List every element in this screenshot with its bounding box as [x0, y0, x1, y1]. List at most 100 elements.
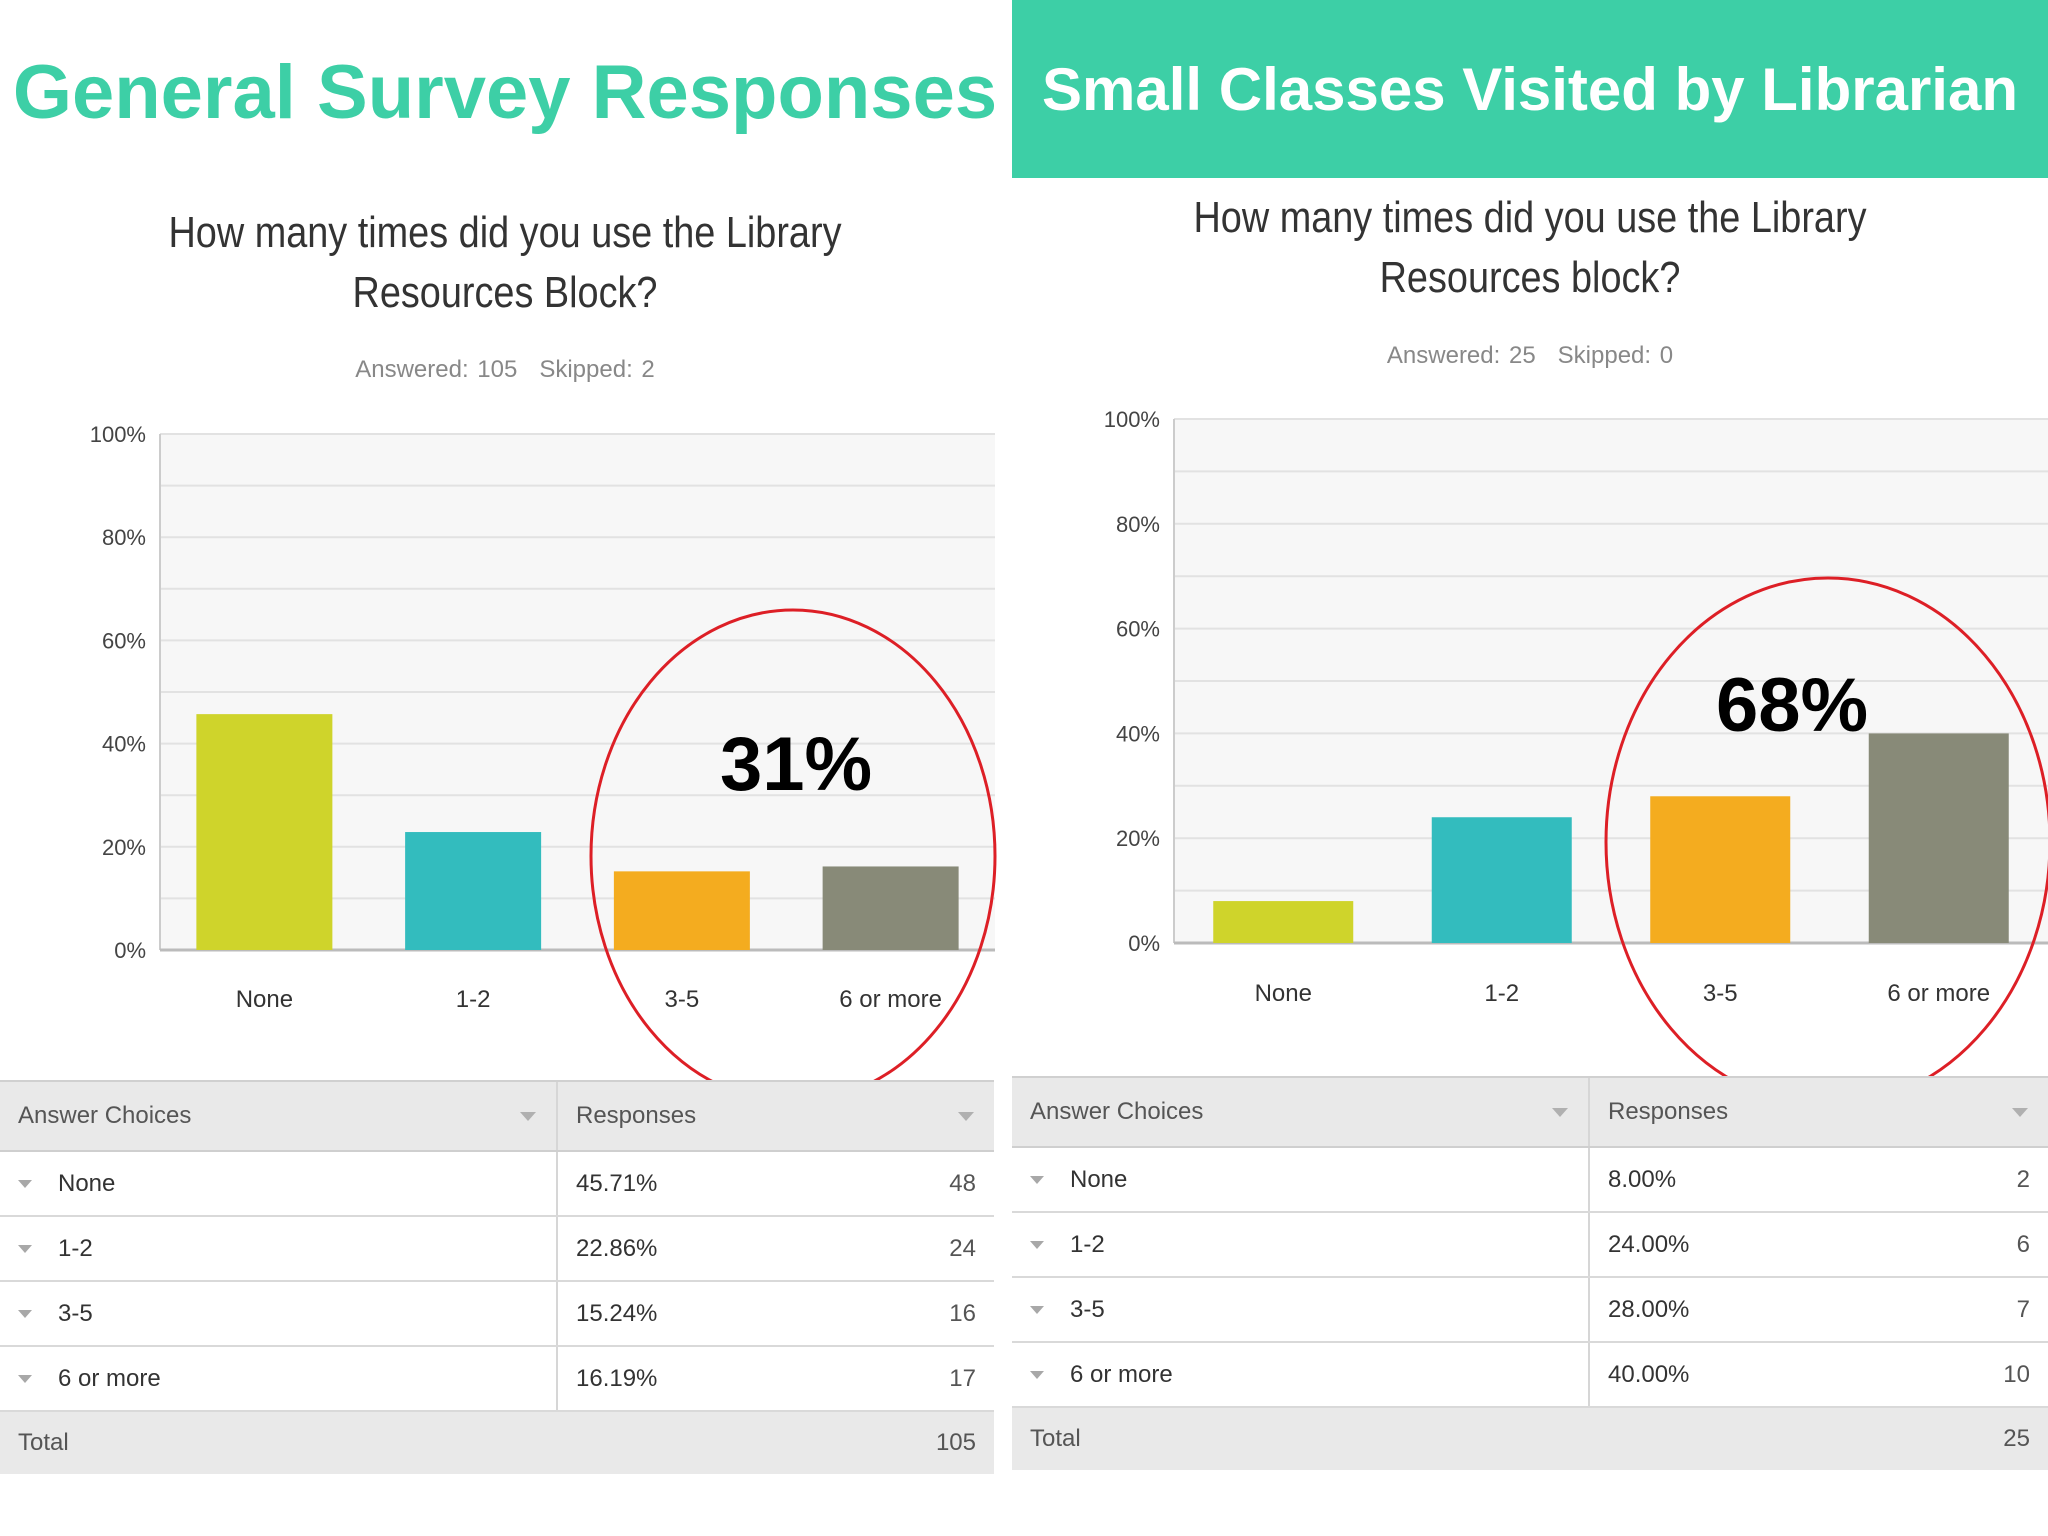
x-category-label: 3-5: [1703, 980, 1738, 1007]
panel-heading: General Survey Responses: [12, 49, 998, 135]
answer-choice: 1-2: [1070, 1230, 1105, 1258]
x-category-label: 3-5: [665, 986, 700, 1013]
expand-caret-icon[interactable]: [18, 1375, 32, 1384]
table-row: None 45.71% 48: [0, 1151, 994, 1217]
table-row: None 8.00% 2: [1012, 1147, 2048, 1213]
y-tick-label: 0%: [114, 938, 146, 963]
responses-table: Answer Choices Responses None 8.00% 2 1-2…: [1012, 1076, 2048, 1470]
y-tick-label: 100%: [90, 422, 146, 447]
x-category-label: 1-2: [1484, 980, 1519, 1007]
response-count: 48: [949, 1169, 976, 1197]
answered-count: Answered: 25: [1386, 342, 1536, 369]
question-line-2: Resources Block?: [352, 268, 658, 317]
question-line-1: How many times did you use the Library: [1193, 193, 1867, 242]
answer-choice: 1-2: [58, 1234, 93, 1262]
callout-percent: 68%: [1716, 663, 1868, 748]
table-row: 1-2 24.00% 6: [1012, 1212, 2048, 1278]
bar-3-5: [613, 871, 750, 950]
y-tick-label: 60%: [1116, 617, 1160, 642]
sort-caret-icon[interactable]: [520, 1112, 536, 1121]
expand-caret-icon[interactable]: [18, 1310, 32, 1319]
y-tick-label: 40%: [102, 732, 146, 757]
total-row: Total 105: [0, 1411, 994, 1474]
y-tick-label: 80%: [102, 525, 146, 550]
panel-general-survey: General Survey Responses How many times …: [0, 0, 1010, 1536]
response-percent: 16.19%: [576, 1364, 658, 1392]
question-line-1: How many times did you use the Library: [168, 208, 842, 257]
sort-caret-icon[interactable]: [2012, 1108, 2028, 1117]
question-title: How many times did you use the Library R…: [71, 203, 940, 323]
response-count: 17: [949, 1364, 976, 1392]
answered-count: Answered: 105: [355, 356, 518, 383]
expand-caret-icon[interactable]: [1030, 1176, 1044, 1185]
skipped-count: Skipped: 0: [1557, 342, 1674, 369]
x-category-label: None: [236, 986, 293, 1013]
y-tick-label: 40%: [1116, 721, 1160, 746]
answer-stats: Answered: 105 Skipped: 2: [0, 356, 1010, 384]
expand-caret-icon[interactable]: [1030, 1371, 1044, 1380]
response-percent: 45.71%: [576, 1169, 658, 1197]
expand-caret-icon[interactable]: [1030, 1241, 1044, 1250]
response-percent: 22.86%: [576, 1234, 658, 1262]
responses-header[interactable]: Responses: [1588, 1076, 2048, 1148]
y-tick-label: 20%: [1116, 826, 1160, 851]
answer-choice: None: [58, 1169, 116, 1197]
total-count: 105: [935, 1429, 976, 1456]
bar-1-2: [405, 832, 542, 950]
y-tick-label: 60%: [102, 628, 146, 653]
response-count: 16: [949, 1299, 976, 1327]
bar-chart: 0% 20% 40% 60% 80% 100% None 1-2 3-5 6 or more 68%: [1104, 407, 2048, 1108]
expand-caret-icon[interactable]: [18, 1180, 32, 1189]
response-percent: 40.00%: [1608, 1360, 1690, 1388]
y-tick-label: 100%: [1104, 407, 1160, 432]
bar-1-2: [1431, 817, 1572, 943]
bar-none: [1213, 901, 1354, 943]
total-count: 25: [2003, 1425, 2030, 1452]
sort-caret-icon[interactable]: [1552, 1108, 1568, 1117]
response-percent: 15.24%: [576, 1299, 658, 1327]
answer-choices-header[interactable]: Answer Choices: [0, 1080, 557, 1152]
answer-choice: 6 or more: [58, 1364, 161, 1392]
answer-choice: None: [1070, 1165, 1128, 1193]
answer-choices-header[interactable]: Answer Choices: [1012, 1076, 1589, 1148]
bar-none: [196, 714, 333, 950]
response-count: 24: [949, 1234, 976, 1262]
table-header-row: Answer Choices Responses: [1012, 1076, 2048, 1148]
y-tick-label: 80%: [1116, 512, 1160, 537]
response-percent: 24.00%: [1608, 1230, 1690, 1258]
bar-chart: 0% 20% 40% 60% 80% 100% None 1-2 3-5 6 or more 31%: [90, 422, 997, 1104]
table-row: 3-5 28.00% 7: [1012, 1277, 2048, 1343]
answer-choice: 3-5: [58, 1299, 93, 1327]
table-row: 6 or more 40.00% 10: [1012, 1342, 2048, 1408]
x-category-label: 6 or more: [839, 986, 942, 1013]
question-title: How many times did you use the Library R…: [1085, 188, 1976, 308]
x-category-label: 1-2: [456, 986, 491, 1013]
total-row: Total 25: [1012, 1407, 2048, 1470]
table-header-row: Answer Choices Responses: [0, 1080, 994, 1152]
response-count: 2: [2016, 1165, 2030, 1193]
total-label: Total: [1012, 1407, 1589, 1470]
question-line-2: Resources block?: [1379, 253, 1681, 302]
answer-choice: 6 or more: [1070, 1360, 1173, 1388]
x-category-label: 6 or more: [1887, 980, 1990, 1007]
response-count: 7: [2016, 1295, 2030, 1323]
x-category-label: None: [1255, 980, 1312, 1007]
expand-caret-icon[interactable]: [18, 1245, 32, 1254]
bar-3-5: [1650, 796, 1791, 943]
expand-caret-icon[interactable]: [1030, 1306, 1044, 1315]
table-row: 3-5 15.24% 16: [0, 1281, 994, 1347]
total-label: Total: [0, 1411, 557, 1474]
response-count: 10: [2003, 1360, 2030, 1388]
sort-caret-icon[interactable]: [958, 1112, 974, 1121]
answer-choice: 3-5: [1070, 1295, 1105, 1323]
panel-small-classes: Small Classes Visited by Librarian How m…: [1012, 0, 2048, 1536]
bar-6-or-more: [822, 866, 959, 950]
table-row: 1-2 22.86% 24: [0, 1216, 994, 1282]
answer-stats: Answered: 25 Skipped: 0: [1012, 342, 2048, 370]
y-tick-label: 0%: [1128, 931, 1160, 956]
response-percent: 28.00%: [1608, 1295, 1690, 1323]
responses-header[interactable]: Responses: [556, 1080, 994, 1152]
skipped-count: Skipped: 2: [539, 356, 655, 383]
response-percent: 8.00%: [1608, 1165, 1677, 1193]
callout-percent: 31%: [720, 722, 872, 807]
